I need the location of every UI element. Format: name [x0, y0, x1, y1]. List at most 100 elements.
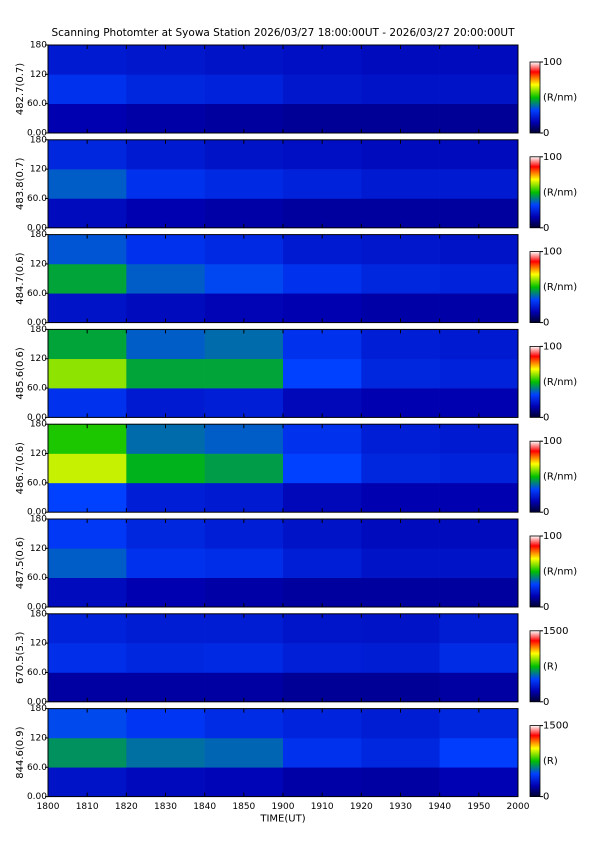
heat-cell — [48, 767, 127, 797]
colorbar-tick-label: 0 — [543, 318, 549, 329]
heat-cell — [48, 329, 127, 360]
heat-cell — [361, 103, 440, 134]
colorbar-label: (R/nm) — [543, 377, 577, 388]
colorbar — [529, 345, 541, 418]
heat-cell — [126, 767, 205, 797]
heat-cell — [283, 358, 362, 389]
heat-cell — [126, 613, 205, 644]
y-tick-label: 180 — [30, 325, 47, 335]
heat-cell — [283, 169, 362, 199]
colorbar-tick-label: 1500 — [543, 626, 568, 637]
heat-cell — [283, 613, 362, 644]
heat-cell — [439, 613, 519, 644]
y-tick-label: 0.00 — [27, 129, 47, 139]
heat-cell — [283, 643, 362, 673]
x-tick-label: 1900 — [272, 802, 295, 812]
y-tick-label: 180 — [30, 609, 47, 619]
heat-cell — [439, 767, 519, 797]
y-tick-label: 0.00 — [27, 792, 47, 802]
x-tick-label: 1940 — [428, 802, 451, 812]
y-tick-label: 0.00 — [27, 413, 47, 423]
heat-cell — [48, 453, 127, 484]
heat-cell — [204, 329, 284, 360]
heat-cell — [439, 263, 519, 294]
heat-cell — [126, 234, 205, 265]
y-axis-label: 486.7(0.6) — [15, 442, 26, 494]
heat-cell — [48, 613, 127, 644]
heat-cell — [48, 139, 127, 170]
heat-cell — [204, 234, 284, 265]
heat-cell — [283, 139, 362, 170]
heat-cell — [204, 453, 284, 484]
heat-cell — [361, 548, 440, 578]
y-tick-label: 180 — [30, 135, 47, 145]
heat-cell — [439, 74, 519, 104]
colorbar-label: (R) — [543, 661, 558, 672]
heat-cell — [126, 139, 205, 170]
heat-cell — [48, 737, 127, 768]
colorbar-tick-label: 100 — [543, 531, 562, 542]
y-tick-label: 120 — [30, 733, 47, 743]
x-tick-label: 1850 — [232, 802, 255, 812]
heat-cell — [283, 45, 362, 75]
y-axis-label: 482.7(0.7) — [15, 63, 26, 115]
heat-cell — [283, 329, 362, 360]
x-tick-label: 1840 — [193, 802, 216, 812]
y-tick-label: 180 — [30, 515, 47, 525]
heat-cell — [283, 103, 362, 134]
y-tick-label: 60.0 — [27, 99, 47, 109]
heat-cell — [204, 482, 284, 513]
x-tick-label: 1920 — [350, 802, 373, 812]
colorbar-tick-label: 100 — [543, 341, 562, 352]
colorbar — [529, 535, 541, 608]
heat-cell — [361, 74, 440, 104]
heat-cell — [361, 737, 440, 768]
heat-cell — [361, 643, 440, 673]
heat-cell — [204, 672, 284, 703]
colorbar-tick-label: 0 — [543, 412, 549, 423]
heat-cell — [126, 519, 205, 549]
y-axis-label: 484.7(0.6) — [15, 252, 26, 304]
colorbar-label: (R/nm) — [543, 93, 577, 104]
heat-cell — [439, 708, 519, 739]
x-tick-label: 1950 — [467, 802, 490, 812]
heat-cell — [439, 234, 519, 265]
y-tick-label: 120 — [30, 354, 47, 364]
heat-cell — [48, 424, 127, 454]
heat-cell — [126, 293, 205, 323]
x-tick-label: 1830 — [154, 802, 177, 812]
colorbar-tick-label: 1500 — [543, 721, 568, 732]
heat-cell — [283, 708, 362, 739]
heat-cell — [204, 519, 284, 549]
y-axis-label: 485.6(0.6) — [15, 347, 26, 399]
colorbar-label: (R/nm) — [543, 187, 577, 198]
heat-cell — [283, 519, 362, 549]
heat-cell — [204, 45, 284, 75]
heat-cell — [204, 708, 284, 739]
heat-cell — [126, 577, 205, 608]
heat-cell — [439, 198, 519, 229]
heat-cell — [361, 424, 440, 454]
heat-cell — [439, 388, 519, 418]
heat-cell — [439, 45, 519, 75]
heat-cell — [48, 74, 127, 104]
y-tick-label: 60.0 — [27, 289, 47, 299]
heat-cell — [204, 293, 284, 323]
heat-cell — [361, 234, 440, 265]
x-tick-label: 1810 — [76, 802, 99, 812]
heat-cell — [361, 263, 440, 294]
heat-cell — [204, 388, 284, 418]
colorbar-tick-label: 0 — [543, 128, 549, 139]
heat-cell — [48, 388, 127, 418]
colorbar — [529, 440, 541, 513]
heat-cell — [361, 169, 440, 199]
y-tick-label: 180 — [30, 41, 47, 51]
heat-cell — [126, 708, 205, 739]
y-tick-label: 120 — [30, 449, 47, 459]
heat-cell — [439, 643, 519, 673]
heat-cell — [126, 74, 205, 104]
heat-cell — [126, 198, 205, 229]
y-axis-label: 483.8(0.7) — [15, 158, 26, 210]
heat-cell — [204, 74, 284, 104]
heat-cell — [361, 139, 440, 170]
